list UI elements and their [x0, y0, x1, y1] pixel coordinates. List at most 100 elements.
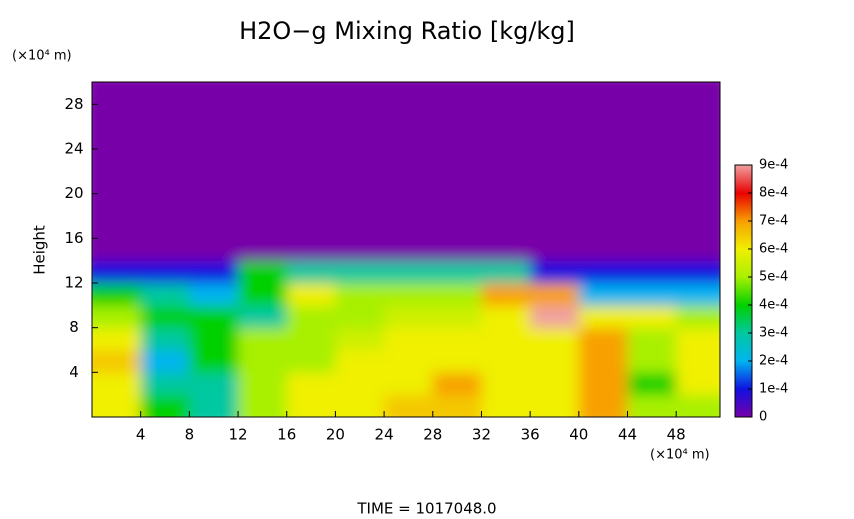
cell: [578, 82, 629, 105]
cell: [676, 149, 720, 172]
cell: [481, 104, 531, 128]
y-tick-label: 4: [69, 363, 79, 381]
cell: [238, 260, 288, 284]
cell: [189, 171, 239, 195]
x-unit: (×10⁴ m): [650, 448, 710, 463]
cell: [432, 350, 482, 373]
cell: [578, 126, 629, 150]
cell: [189, 193, 239, 217]
cell: [92, 171, 142, 195]
cell: [140, 238, 190, 262]
cell: [481, 350, 531, 373]
cell: [578, 350, 629, 373]
x-tick-label: 28: [423, 426, 442, 444]
cell: [335, 126, 385, 150]
colorbar-tick-label: 9e-4: [759, 158, 788, 173]
y-tick-label: 24: [64, 140, 83, 158]
cell: [286, 104, 336, 128]
colorbar-segment: [735, 249, 752, 278]
cell: [432, 394, 482, 417]
cell: [238, 305, 288, 329]
colorbar-tick-label: 6e-4: [759, 242, 788, 257]
cell: [384, 305, 434, 329]
cell: [627, 260, 677, 284]
cell: [676, 260, 720, 284]
cell: [481, 327, 531, 351]
y-tick-label: 8: [69, 318, 79, 336]
cell: [238, 149, 288, 172]
x-tick-label: 20: [326, 426, 345, 444]
cell: [286, 394, 336, 417]
cell: [140, 193, 190, 217]
cell: [627, 149, 677, 172]
cell: [578, 104, 629, 128]
cell: [432, 126, 482, 150]
chart-title: H2O−g Mixing Ratio [kg/kg]: [239, 17, 575, 45]
cell: [432, 193, 482, 217]
cell: [140, 104, 190, 128]
cell: [530, 82, 580, 105]
cell: [286, 82, 336, 105]
cell: [481, 216, 531, 239]
colorbar-tick-label: 3e-4: [759, 326, 788, 341]
cell: [384, 149, 434, 172]
cell: [530, 238, 580, 262]
colorbar-segment: [735, 165, 752, 194]
cell: [189, 149, 239, 172]
x-tick-label: 48: [667, 426, 686, 444]
colorbar-tick-label: 8e-4: [759, 186, 788, 201]
cell: [578, 171, 629, 195]
cell: [189, 394, 239, 417]
cell: [627, 327, 677, 351]
cell: [238, 104, 288, 128]
cell: [530, 104, 580, 128]
cell: [140, 305, 190, 329]
cell: [189, 238, 239, 262]
cell: [189, 283, 239, 306]
y-tick-label: 28: [64, 95, 83, 113]
cell: [286, 238, 336, 262]
x-tick-label: 4: [136, 426, 146, 444]
cell: [286, 171, 336, 195]
cell: [286, 216, 336, 239]
cell: [481, 82, 531, 105]
cell: [189, 104, 239, 128]
cell: [238, 82, 288, 105]
colorbar-segment: [735, 277, 752, 306]
cell: [189, 126, 239, 150]
cell: [335, 193, 385, 217]
cell: [481, 260, 531, 284]
cell: [189, 372, 239, 396]
plot-frame: [91, 81, 721, 418]
cell: [238, 372, 288, 396]
cell: [530, 283, 580, 306]
cell: [384, 372, 434, 396]
colorbar-tick-label: 7e-4: [759, 214, 788, 229]
cell: [530, 350, 580, 373]
x-tick-label: 16: [277, 426, 296, 444]
cell: [384, 126, 434, 150]
cell: [335, 350, 385, 373]
cell: [335, 216, 385, 239]
cell: [140, 260, 190, 284]
cell: [92, 193, 142, 217]
cell: [92, 260, 142, 284]
cell: [432, 305, 482, 329]
colorbar-tick-label: 2e-4: [759, 354, 788, 369]
cell: [676, 82, 720, 105]
cells: [92, 82, 720, 417]
cell: [530, 305, 580, 329]
cell: [92, 394, 142, 417]
cell: [238, 171, 288, 195]
cell: [481, 283, 531, 306]
cell: [578, 193, 629, 217]
cell: [432, 82, 482, 105]
cell: [140, 171, 190, 195]
cell: [384, 216, 434, 239]
cell: [189, 305, 239, 329]
cell: [238, 126, 288, 150]
cell: [286, 283, 336, 306]
x-tick-label: 32: [472, 426, 491, 444]
cell: [676, 238, 720, 262]
cell: [238, 327, 288, 351]
